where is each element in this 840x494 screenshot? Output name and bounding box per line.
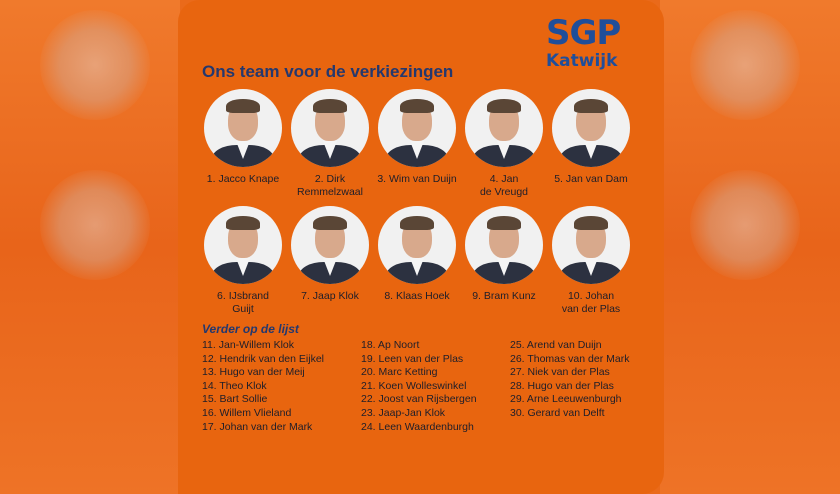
- member-portrait: [378, 89, 456, 167]
- member-portrait: [378, 206, 456, 284]
- team-member: 4. Jan de Vreugd: [454, 89, 554, 199]
- member-portrait: [291, 206, 369, 284]
- list-item: 12. Hendrik van den Eijkel: [202, 352, 324, 365]
- blurred-face-decoration: [40, 170, 150, 280]
- member-name: 2. Dirk Remmelzwaal: [280, 173, 380, 199]
- list-item: 11. Jan-Willem Klok: [202, 339, 294, 351]
- member-name-line: Remmelzwaal: [297, 186, 363, 198]
- logo-city: Katwijk: [546, 51, 618, 71]
- member-portrait: [552, 206, 630, 284]
- member-name: 4. Jan de Vreugd: [454, 173, 554, 199]
- list-item: 17. Johan van der Mark: [202, 420, 313, 433]
- member-name: 3. Wim van Duijn: [367, 173, 467, 186]
- list-item: 30. Gerard van Delft: [510, 406, 605, 419]
- team-member: 8. Klaas Hoek: [367, 206, 467, 303]
- member-name-line: 3. Wim van Duijn: [377, 173, 457, 185]
- team-member: 1. Jacco Knape: [193, 89, 293, 186]
- list-item: 22. Joost van Rijsbergen: [361, 393, 477, 406]
- member-name: 7. Jaap Klok: [280, 290, 380, 303]
- list-item: 18. Ap Noort: [361, 339, 420, 351]
- team-member: 5. Jan van Dam: [541, 89, 641, 186]
- list-subtitle: Verder op de lijst: [202, 322, 299, 336]
- member-name: 8. Klaas Hoek: [367, 290, 467, 303]
- member-name-line: 8. Klaas Hoek: [384, 290, 450, 302]
- logo-party: SGP: [546, 13, 621, 53]
- team-member: 10. Johan van der Plas: [541, 206, 641, 316]
- sgp-logo: SGP Katwijk: [546, 16, 632, 70]
- member-name-line: 2. Dirk: [314, 173, 346, 185]
- team-member: 2. Dirk Remmelzwaal: [280, 89, 380, 199]
- blurred-face-decoration: [40, 10, 150, 120]
- candidate-list-col-3: 25. Arend van Duijn 26. Thomas van der M…: [510, 339, 629, 421]
- list-item: 21. Koen Wolleswinkel: [361, 379, 467, 392]
- list-item: 25. Arend van Duijn: [510, 339, 602, 351]
- page-title: Ons team voor de verkiezingen: [202, 62, 454, 81]
- member-name-line: Guijt: [232, 303, 254, 315]
- list-item: 28. Hugo van der Plas: [510, 379, 614, 392]
- list-item: 16. Willem Vlieland: [202, 406, 292, 419]
- member-name-line: 1. Jacco Knape: [206, 173, 280, 185]
- list-item: 23. Jaap-Jan Klok: [361, 406, 446, 419]
- member-name: 5. Jan van Dam: [541, 173, 641, 186]
- candidate-list-col-1: 11. Jan-Willem Klok 12. Hendrik van den …: [202, 339, 324, 434]
- member-name-line: 6. IJsbrand: [217, 290, 269, 302]
- list-item: 27. Niek van der Plas: [510, 366, 610, 379]
- team-member: 7. Jaap Klok: [280, 206, 380, 303]
- member-name: 9. Bram Kunz: [454, 290, 554, 303]
- list-item: 15. Bart Sollie: [202, 393, 268, 406]
- member-name-line: 10. Johan: [567, 290, 615, 302]
- list-item: 20. Marc Ketting: [361, 366, 438, 379]
- speech-bubble-tail: [178, 454, 238, 494]
- member-name-line: 4. Jan: [489, 173, 519, 185]
- member-portrait: [204, 206, 282, 284]
- blurred-face-decoration: [690, 170, 800, 280]
- member-name-line: de Vreugd: [479, 186, 529, 198]
- candidate-list-col-2: 18. Ap Noort 19. Leen van der Plas 20. M…: [361, 339, 477, 434]
- member-name: 6. IJsbrand Guijt: [193, 290, 293, 316]
- blurred-face-decoration: [690, 10, 800, 120]
- list-item: 19. Leen van der Plas: [361, 352, 464, 365]
- member-name-line: van der Plas: [561, 303, 621, 315]
- member-name-line: 7. Jaap Klok: [301, 290, 359, 302]
- member-portrait: [465, 89, 543, 167]
- member-portrait: [465, 206, 543, 284]
- list-item: 29. Arne Leeuwenburgh: [510, 393, 622, 406]
- list-item: 14. Theo Klok: [202, 379, 267, 392]
- member-name-line: 5. Jan van Dam: [554, 173, 628, 185]
- team-member: 6. IJsbrand Guijt: [193, 206, 293, 316]
- member-name: 1. Jacco Knape: [193, 173, 293, 186]
- team-member: 9. Bram Kunz: [454, 206, 554, 303]
- team-member: 3. Wim van Duijn: [367, 89, 467, 186]
- member-portrait: [204, 89, 282, 167]
- list-item: 24. Leen Waardenburgh: [361, 420, 474, 433]
- member-name-line: 9. Bram Kunz: [472, 290, 536, 302]
- list-item: 26. Thomas van der Mark: [510, 352, 630, 365]
- list-item: 13. Hugo van der Meij: [202, 366, 305, 379]
- member-portrait: [552, 89, 630, 167]
- member-portrait: [291, 89, 369, 167]
- member-name: 10. Johan van der Plas: [541, 290, 641, 316]
